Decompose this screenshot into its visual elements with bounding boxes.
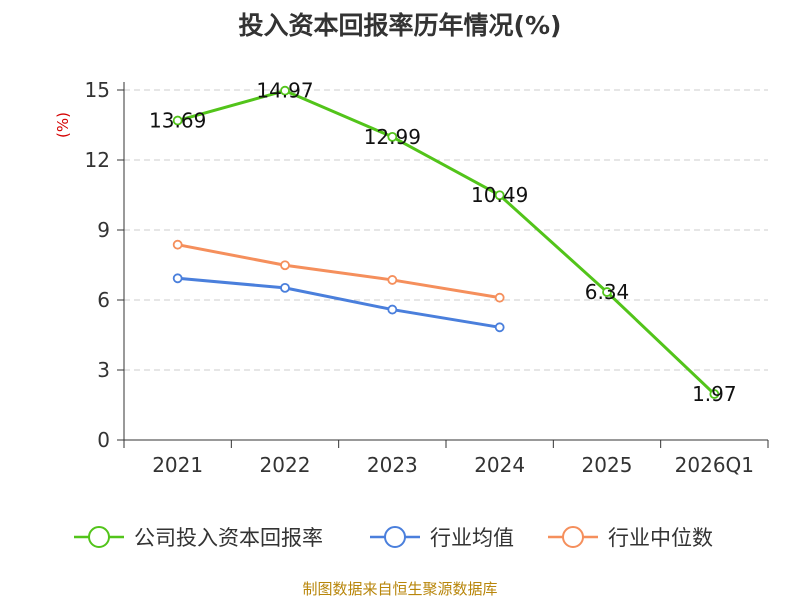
y-tick-label-0: 0 — [97, 428, 110, 452]
y-tick-label-12: 12 — [85, 148, 110, 172]
data-label-2022: 14.97 — [256, 79, 313, 103]
series-2-point-2021 — [172, 239, 183, 250]
y-tick-label-9: 9 — [97, 218, 110, 242]
chart-title: 投入资本回报率历年情况(%) — [239, 11, 562, 40]
series-group — [172, 85, 720, 399]
legend: 公司投入资本回报率 行业均值 行业中位数 — [74, 526, 713, 550]
series-0-point-2025 — [602, 287, 612, 297]
data-label-2025: 6.34 — [585, 280, 630, 304]
legend-marker-2 — [562, 526, 584, 548]
series-0-point-2024 — [494, 190, 505, 201]
source-note: 制图数据来自恒生聚源数据库 — [302, 580, 497, 598]
legend-marker-1 — [384, 526, 406, 548]
grid-lines — [124, 89, 768, 371]
series-2-point-2023 — [387, 275, 398, 285]
y-axis-ticks: 0 3 6 9 12 15 — [85, 78, 124, 452]
data-label-2026Q1: 1.97 — [692, 382, 737, 406]
x-tick-label-2026Q1: 2026Q1 — [675, 453, 754, 477]
series-line-1 — [177, 276, 500, 329]
x-tick-label-2022: 2022 — [260, 453, 311, 477]
series-line-2 — [177, 243, 500, 300]
series-1-point-2021 — [172, 273, 183, 284]
x-axis-ticks: 2021 2022 2023 2024 2025 2026Q1 — [123, 440, 769, 477]
series-2-point-2024 — [494, 292, 505, 303]
legend-marker-0 — [88, 526, 110, 548]
legend-label-1: 行业均值 — [430, 526, 514, 550]
x-tick-label-2024: 2024 — [474, 453, 525, 477]
series-0-point-2022 — [280, 85, 290, 96]
y-tick-label-6: 6 — [97, 288, 110, 312]
data-label-2021: 13.69 — [149, 109, 206, 133]
y-axis-unit-label: (%) — [54, 112, 72, 138]
data-labels: 13.69 14.97 12.99 10.49 6.34 1.97 — [149, 79, 737, 406]
series-0-point-2026Q1 — [709, 389, 720, 399]
series-line-0 — [177, 89, 716, 396]
y-tick-label-3: 3 — [97, 358, 110, 382]
legend-label-0: 公司投入资本回报率 — [134, 526, 323, 550]
series-1-point-2022 — [280, 282, 290, 293]
data-label-2024: 10.49 — [471, 183, 528, 207]
legend-label-2: 行业中位数 — [608, 526, 713, 550]
series-2-point-2022 — [280, 260, 290, 271]
data-label-2023: 12.99 — [364, 125, 421, 149]
series-1-point-2024 — [494, 322, 505, 333]
series-0-point-2021 — [172, 115, 183, 126]
x-tick-label-2023: 2023 — [367, 453, 418, 477]
x-tick-label-2021: 2021 — [152, 453, 203, 477]
series-1-point-2023 — [387, 304, 398, 315]
y-tick-label-15: 15 — [85, 78, 110, 102]
x-tick-label-2025: 2025 — [582, 453, 633, 477]
series-0-point-2023 — [387, 131, 398, 142]
axes — [123, 82, 768, 441]
